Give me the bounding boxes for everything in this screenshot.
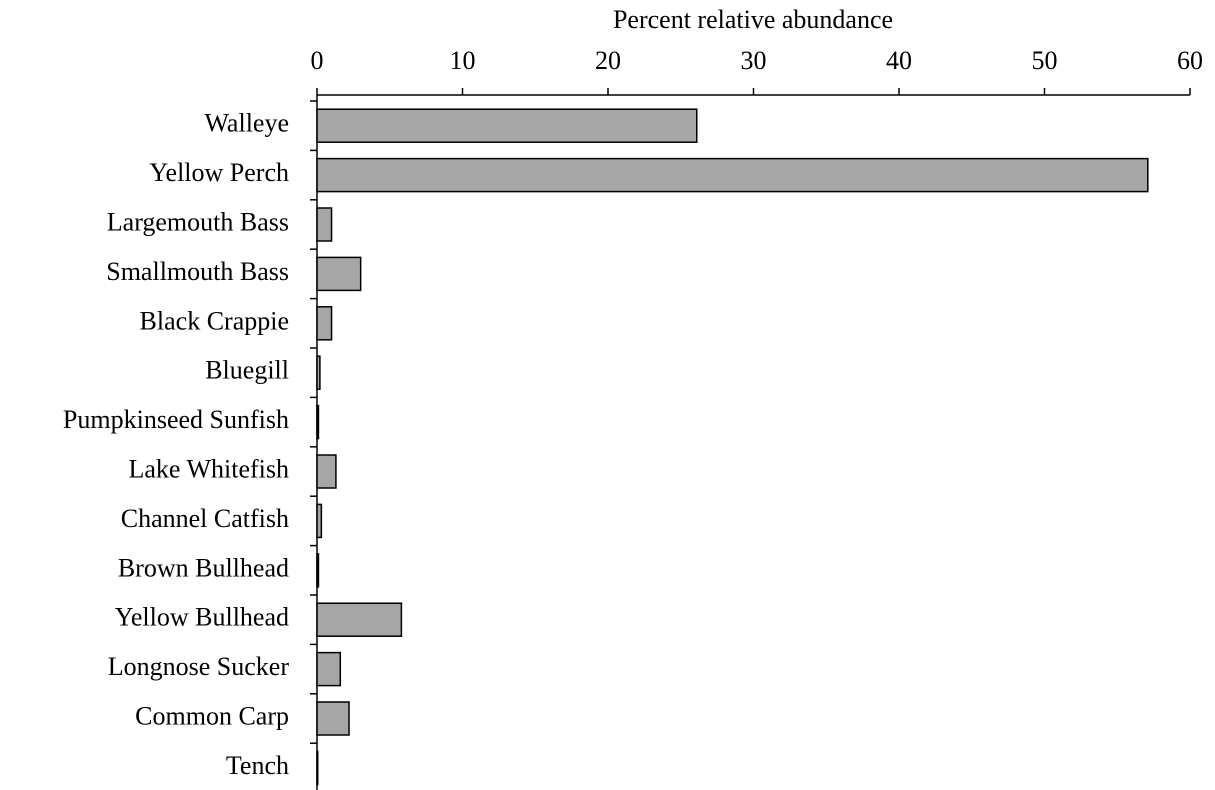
bar (316, 701, 350, 736)
y-tick-label: Common Carp (135, 701, 289, 730)
y-tick-label: Yellow Perch (149, 158, 289, 187)
x-axis-title: Percent relative abundance (613, 5, 893, 34)
x-tick-label: 40 (886, 46, 912, 75)
x-tick-label: 10 (450, 46, 476, 75)
y-tick-label: Channel Catfish (121, 504, 289, 533)
y-tick-label: Longnose Sucker (108, 652, 290, 681)
y-tick-label: Yellow Bullhead (115, 603, 289, 632)
y-tick-label: Pumpkinseed Sunfish (63, 405, 289, 434)
x-tick-label: 20 (595, 46, 621, 75)
bar (316, 503, 323, 539)
x-tick-label: 60 (1177, 46, 1203, 75)
bar (316, 355, 321, 390)
bar (316, 750, 319, 786)
y-tick-label: Brown Bullhead (118, 553, 289, 582)
y-tick-label: Smallmouth Bass (106, 257, 289, 286)
y-tick-label: Bluegill (205, 356, 289, 385)
y-tick-label: Black Crappie (140, 306, 289, 335)
bar (316, 306, 333, 341)
y-tick-label: Largemouth Bass (107, 207, 289, 236)
y-tick-label: Walleye (204, 109, 289, 138)
x-tick-label: 30 (741, 46, 767, 75)
bar (316, 602, 403, 637)
bar (316, 108, 698, 143)
y-tick-label: Lake Whitefish (128, 454, 289, 483)
x-tick-label: 0 (311, 46, 324, 75)
bar (316, 651, 342, 687)
bar (316, 157, 1149, 193)
bar (316, 553, 320, 588)
bar (316, 256, 362, 292)
y-tick-label: Tench (226, 751, 289, 780)
bar (316, 454, 337, 489)
bar (316, 207, 333, 242)
bar (316, 404, 320, 440)
x-tick-label: 50 (1032, 46, 1058, 75)
